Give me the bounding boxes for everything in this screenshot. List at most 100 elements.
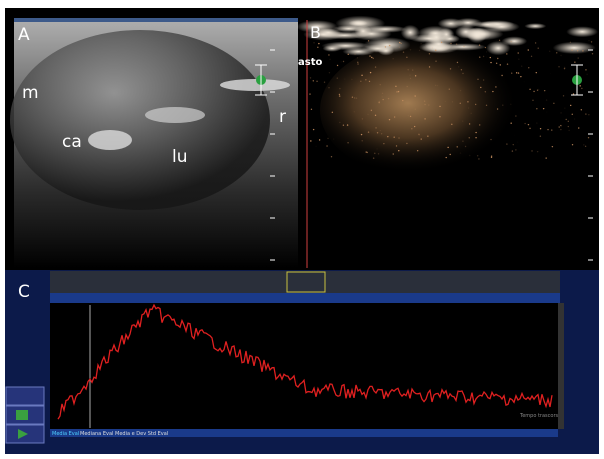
- speckle: [533, 90, 535, 93]
- speckle: [586, 73, 588, 75]
- speckle: [517, 72, 520, 74]
- tool-button[interactable]: [5, 386, 45, 406]
- speckle: [577, 57, 579, 59]
- speckle: [379, 129, 382, 132]
- scrollbar: [558, 303, 564, 429]
- speckle: [587, 137, 590, 139]
- speckle: [556, 52, 558, 54]
- speckle: [495, 86, 497, 88]
- speckle: [387, 135, 389, 138]
- echo: [220, 79, 290, 91]
- speckle: [451, 123, 453, 126]
- panel-label: B: [310, 23, 321, 42]
- speckle: [318, 42, 320, 45]
- speckle: [406, 142, 408, 145]
- speckle: [462, 140, 464, 142]
- speckle: [532, 99, 534, 101]
- speckle: [428, 104, 430, 106]
- icon: [18, 429, 28, 439]
- speckle: [326, 145, 328, 147]
- speckle: [562, 95, 565, 97]
- speckle: [563, 67, 566, 70]
- speckle: [368, 80, 371, 83]
- speckle: [585, 69, 587, 71]
- speckle: [339, 121, 341, 124]
- speckle: [529, 88, 531, 91]
- speckle: [468, 123, 471, 125]
- speckle: [411, 128, 413, 130]
- echo: [316, 28, 341, 38]
- speckle: [336, 64, 339, 67]
- speckle: [440, 41, 443, 44]
- speckle: [529, 127, 531, 130]
- speckle: [560, 54, 562, 57]
- speckle: [416, 149, 419, 152]
- bright-echoes: [296, 15, 599, 160]
- speckle: [400, 42, 402, 45]
- speckle: [467, 107, 470, 109]
- speckle: [381, 92, 384, 95]
- speckle: [396, 91, 398, 93]
- annotation: lu: [172, 147, 188, 167]
- echo: [566, 26, 599, 38]
- speckle: [506, 53, 508, 55]
- contrast: [320, 40, 540, 180]
- speckle: [486, 56, 487, 57]
- speckle: [361, 118, 364, 120]
- speckle: [360, 133, 363, 136]
- speckle: [510, 40, 513, 43]
- speckle: [585, 113, 587, 115]
- speckle: [366, 151, 369, 154]
- speckle: [568, 129, 570, 132]
- speckle: [460, 69, 463, 71]
- echo: [501, 36, 528, 46]
- speckle: [402, 51, 405, 53]
- speckle: [365, 79, 367, 81]
- speckle: [515, 149, 517, 151]
- speckle: [553, 102, 555, 105]
- speckle: [330, 156, 333, 158]
- panel-label: A: [18, 25, 30, 45]
- speckle: [535, 71, 537, 74]
- speckle: [331, 111, 334, 114]
- panel-label: C: [18, 282, 30, 302]
- speckle: [436, 84, 439, 87]
- speckle: [402, 99, 404, 102]
- speckle: [457, 66, 460, 68]
- speckle: [439, 105, 441, 108]
- speckle: [360, 80, 362, 83]
- speckle: [367, 40, 370, 42]
- speckle: [571, 143, 574, 146]
- speckle: [418, 133, 420, 136]
- speckle: [467, 101, 469, 103]
- speckle: [376, 132, 379, 134]
- speckle: [311, 59, 314, 61]
- speckle: [357, 63, 359, 65]
- speckle: [479, 124, 481, 126]
- speckle: [459, 152, 462, 154]
- speckle: [492, 90, 494, 93]
- speckle: [539, 135, 542, 137]
- speckle: [316, 80, 318, 82]
- speckle: [356, 57, 359, 59]
- echo: [348, 20, 368, 27]
- speckle: [436, 105, 437, 106]
- speckle: [372, 157, 375, 159]
- caliper: [255, 64, 267, 96]
- speckle: [449, 68, 452, 70]
- speckle: [353, 111, 355, 113]
- speckle: [423, 100, 426, 102]
- speckle: [490, 155, 493, 157]
- speckle: [399, 41, 401, 44]
- speckle: [560, 125, 563, 128]
- speckle: [521, 65, 523, 67]
- speckle: [434, 84, 437, 87]
- speckle: [409, 115, 412, 118]
- speckle: [342, 60, 345, 63]
- speckle: [475, 131, 477, 134]
- speckle: [470, 112, 472, 115]
- speckle: [383, 142, 385, 145]
- speckle: [482, 79, 485, 81]
- speckle: [384, 46, 387, 48]
- speckle: [567, 125, 569, 128]
